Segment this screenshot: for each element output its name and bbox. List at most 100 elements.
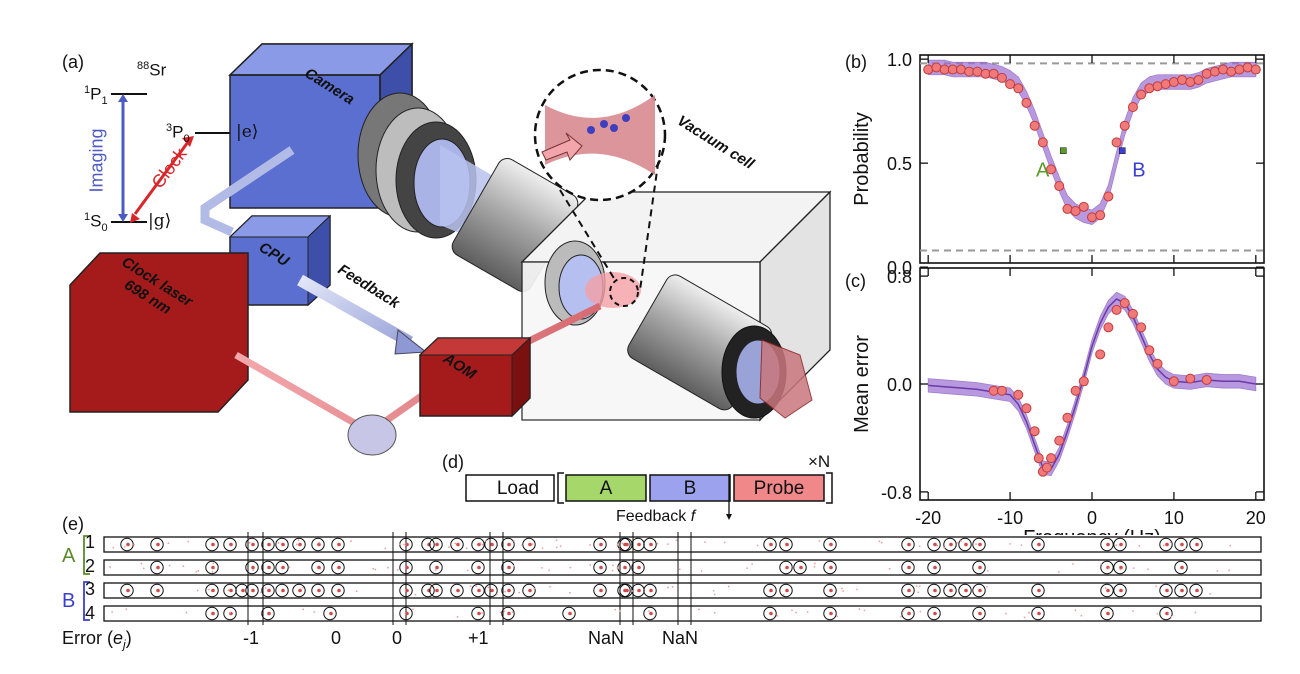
atom-site xyxy=(311,537,325,552)
group-b-label: B xyxy=(62,590,76,612)
atom-signal xyxy=(949,542,953,547)
data-point xyxy=(931,62,942,73)
seq-a: A xyxy=(599,478,613,499)
atom-site xyxy=(1174,583,1188,598)
noise-pixel xyxy=(1169,541,1172,544)
atom-site xyxy=(1189,537,1203,552)
seq-probe-box xyxy=(733,474,825,502)
atom-signal xyxy=(156,542,160,547)
atom-site xyxy=(261,606,275,621)
atom-signal xyxy=(649,611,653,616)
atom-site xyxy=(927,560,941,575)
data-point xyxy=(1062,412,1073,423)
data-point xyxy=(1168,77,1179,88)
atom-signal xyxy=(949,588,953,593)
atom-signal xyxy=(799,565,803,570)
data-point xyxy=(1046,164,1057,175)
noise-pixel xyxy=(555,546,558,549)
atom-site xyxy=(399,583,413,598)
image-strip-2 xyxy=(103,559,1262,576)
atom-signal xyxy=(251,542,255,547)
atom-signal xyxy=(317,588,321,593)
atom-site xyxy=(471,606,485,621)
noise-pixel xyxy=(675,539,678,542)
noise-pixel xyxy=(746,567,749,570)
data-point xyxy=(1127,102,1138,112)
atom-site xyxy=(927,606,941,621)
data-point xyxy=(1046,453,1057,464)
data-point xyxy=(1041,462,1052,473)
atom-signal xyxy=(625,588,629,593)
data-point xyxy=(1168,376,1179,387)
feedback-arrow xyxy=(297,274,413,348)
data-point xyxy=(1250,64,1261,75)
atom-site xyxy=(1113,560,1127,575)
atom-signal xyxy=(267,611,271,616)
noise-pixel xyxy=(1028,611,1030,614)
noise-pixel xyxy=(448,546,450,549)
x-tick-label: 20 xyxy=(1246,508,1266,528)
noise-pixel xyxy=(374,568,377,571)
noise-pixel xyxy=(656,542,659,545)
atom-signal xyxy=(251,565,255,570)
noise-pixel xyxy=(918,545,921,548)
noise-pixel xyxy=(196,589,199,592)
error-value-5: NaN xyxy=(588,628,625,648)
x-tick-label: 0 xyxy=(1087,508,1097,528)
noise-pixel xyxy=(888,567,891,570)
atom-site xyxy=(450,583,464,598)
noise-pixel xyxy=(986,569,989,572)
data-point xyxy=(1201,68,1212,79)
atom-site xyxy=(421,537,435,552)
atom-site xyxy=(643,537,657,552)
atom-signal xyxy=(211,565,215,570)
data-point xyxy=(1127,308,1138,319)
clock-arrow xyxy=(133,141,190,215)
atom-site xyxy=(399,560,413,575)
data-point xyxy=(1054,435,1065,446)
noise-pixel xyxy=(297,539,300,541)
noise-pixel xyxy=(700,570,703,572)
atom-site xyxy=(643,583,657,598)
noise-pixel xyxy=(589,544,591,546)
atom-site xyxy=(501,560,515,575)
y-tick-label: 1.0 xyxy=(887,50,912,70)
data-point xyxy=(1201,374,1212,385)
atom-signal xyxy=(1195,588,1199,593)
atom-signal xyxy=(435,542,439,547)
atom-site xyxy=(643,606,657,621)
atom-site xyxy=(823,537,837,552)
x-tick-label: 10 xyxy=(1164,508,1184,528)
data-point xyxy=(1136,322,1147,333)
atom-signal xyxy=(599,565,603,570)
x-tick-label: -10 xyxy=(997,508,1023,528)
atom-site xyxy=(1031,583,1045,598)
noise-pixel xyxy=(484,540,487,542)
atom-site xyxy=(823,583,837,598)
noise-pixel xyxy=(959,540,962,543)
noise-pixel xyxy=(1146,568,1149,571)
atom-site xyxy=(150,560,164,575)
noise-pixel xyxy=(195,570,198,573)
noise-pixel xyxy=(319,568,322,570)
noise-pixel xyxy=(548,569,550,572)
noise-pixel xyxy=(666,543,669,546)
noise-pixel xyxy=(569,566,572,569)
noise-pixel xyxy=(704,541,706,544)
seq-b: B xyxy=(683,478,697,499)
noise-pixel xyxy=(434,569,437,571)
atom-signal xyxy=(568,611,572,616)
atom-site xyxy=(1174,537,1188,552)
atom-site xyxy=(311,560,325,575)
atom-signal xyxy=(649,542,653,547)
atom-site xyxy=(958,583,972,598)
data-point xyxy=(1160,79,1171,90)
row-label-4: 4 xyxy=(85,603,96,623)
noise-pixel xyxy=(456,616,459,618)
atom-signal xyxy=(241,588,245,593)
atom-signal xyxy=(528,542,532,547)
error-value-4: +1 xyxy=(468,628,489,648)
atom-site xyxy=(1100,606,1114,621)
seq-repeat: ×N xyxy=(808,452,831,471)
y-tick-label: 0.8 xyxy=(887,267,912,287)
